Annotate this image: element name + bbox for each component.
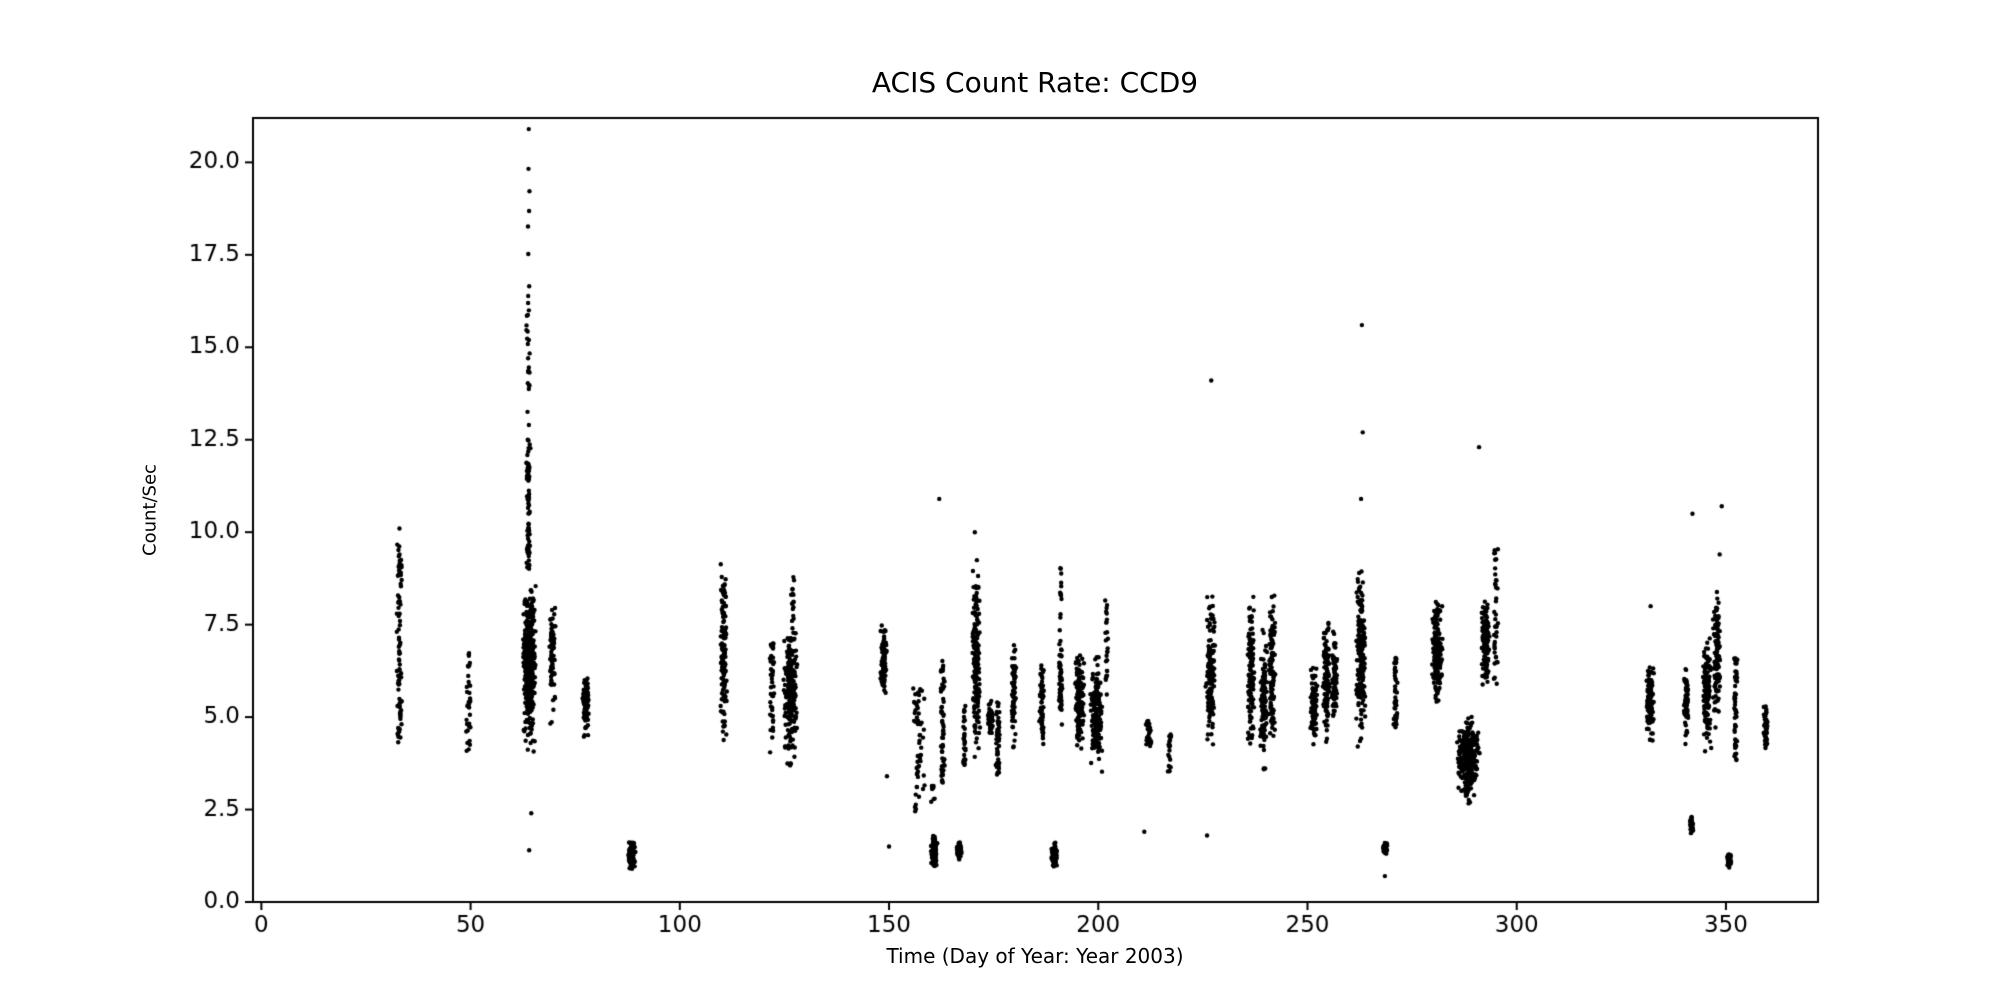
y-axis-label: Count/Sec: [139, 464, 161, 556]
x-axis-label: Time (Day of Year: Year 2003): [886, 944, 1184, 968]
chart-title: ACIS Count Rate: CCD9: [871, 66, 1199, 99]
